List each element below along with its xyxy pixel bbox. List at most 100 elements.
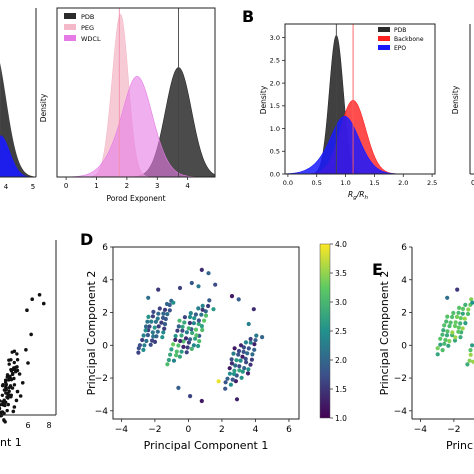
y-axis-label: Density xyxy=(259,85,268,114)
data-point xyxy=(177,285,183,291)
data-point xyxy=(245,351,250,356)
legend-swatch-pdb xyxy=(378,27,390,32)
data-point xyxy=(136,350,141,355)
colorbar xyxy=(319,243,331,419)
data-point xyxy=(471,359,474,364)
data-point xyxy=(186,340,191,345)
data-point xyxy=(4,387,8,392)
data-point xyxy=(250,352,255,357)
data-point xyxy=(460,311,465,316)
y-tick-label: 4 xyxy=(401,276,407,286)
data-point xyxy=(445,295,450,300)
legend-swatch-epo xyxy=(378,45,390,50)
data-point xyxy=(178,338,183,344)
data-point xyxy=(460,326,465,331)
data-point xyxy=(465,311,471,317)
data-point xyxy=(203,313,209,318)
data-point xyxy=(11,367,15,371)
data-point xyxy=(6,402,10,407)
data-point xyxy=(229,357,234,362)
data-point xyxy=(444,333,450,338)
data-point xyxy=(7,377,12,381)
data-point xyxy=(438,336,443,341)
data-point xyxy=(143,324,149,329)
data-point xyxy=(182,315,187,320)
data-point xyxy=(254,333,259,338)
data-point xyxy=(463,302,468,307)
colorbar-tick-label: 2.5 xyxy=(335,327,347,336)
data-point xyxy=(239,375,244,380)
data-point xyxy=(159,320,164,325)
panel-e: E −4 −2 −4 −2 0 2 4 6 Princ Principal Componen… xyxy=(372,243,474,452)
data-point xyxy=(440,348,445,353)
data-point xyxy=(14,398,19,403)
data-point xyxy=(455,287,460,292)
data-point xyxy=(468,352,473,357)
data-point xyxy=(246,346,251,351)
y-tick-label: −2 xyxy=(95,374,108,384)
data-point xyxy=(196,306,201,311)
data-point xyxy=(252,342,257,347)
y-tick-label: −4 xyxy=(394,407,408,417)
data-point xyxy=(470,300,474,305)
data-point xyxy=(447,324,452,329)
data-point xyxy=(223,380,228,385)
data-point xyxy=(154,334,159,339)
y-tick-label: 1.0 xyxy=(270,125,280,133)
y-axis-label: Density xyxy=(451,85,460,114)
data-point xyxy=(183,336,189,341)
data-point xyxy=(206,303,211,309)
data-point xyxy=(458,316,463,321)
data-point xyxy=(184,350,189,355)
data-point xyxy=(2,398,6,402)
data-point xyxy=(152,325,157,330)
x-tick-label: 4 xyxy=(253,425,259,435)
data-point xyxy=(162,322,168,327)
x-axis-label: Rg/Rh xyxy=(348,190,368,201)
data-point xyxy=(171,358,177,363)
x-tick-label: 1.5 xyxy=(369,179,379,187)
data-point xyxy=(179,333,184,338)
data-point xyxy=(150,338,155,343)
data-point xyxy=(468,348,473,353)
data-point xyxy=(160,335,165,340)
data-point xyxy=(12,383,17,387)
y-axis-label: Density xyxy=(39,93,48,122)
legend-label: PDB xyxy=(81,13,94,21)
data-point xyxy=(440,332,445,337)
data-point xyxy=(203,309,208,314)
data-point xyxy=(456,325,461,330)
data-point xyxy=(462,316,467,321)
y-tick-label: 3.0 xyxy=(270,34,280,42)
data-point xyxy=(176,343,181,348)
data-point xyxy=(162,307,168,312)
data-point xyxy=(236,348,242,354)
colorbar-tick-label: 4.0 xyxy=(335,240,347,249)
data-point xyxy=(11,409,16,414)
data-point xyxy=(207,298,212,303)
data-point xyxy=(448,320,453,325)
data-point xyxy=(156,311,161,316)
data-point xyxy=(246,321,251,327)
data-point xyxy=(0,402,5,407)
x-axis-label: nt 1 xyxy=(0,436,22,449)
data-point xyxy=(236,352,241,357)
data-point xyxy=(165,312,170,317)
x-axis-label: Porod Exponent xyxy=(106,194,165,203)
data-point xyxy=(141,333,146,338)
data-point xyxy=(444,319,449,324)
x-tick-label: 6 xyxy=(286,425,292,435)
data-point xyxy=(176,385,181,390)
x-tick-label: 1.0 xyxy=(340,179,350,187)
data-point xyxy=(234,397,240,402)
data-point xyxy=(225,376,230,381)
data-point xyxy=(174,349,179,354)
data-point xyxy=(166,357,171,363)
colorbar-tick-label: 2.0 xyxy=(335,356,347,365)
data-point xyxy=(246,367,251,372)
data-point xyxy=(193,312,198,317)
data-point xyxy=(460,306,466,311)
data-point xyxy=(234,358,239,363)
data-point xyxy=(188,337,193,342)
x-tick-label: −4 xyxy=(414,425,428,435)
